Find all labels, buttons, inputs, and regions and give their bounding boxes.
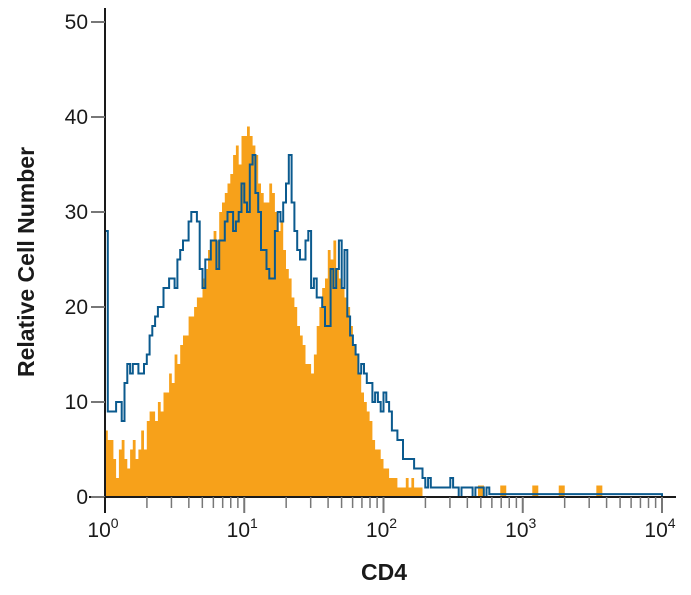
sparse-event-bar	[532, 485, 539, 497]
y-tick-label: 30	[65, 201, 88, 224]
x-tick-label: 104	[644, 515, 675, 542]
sparse-event-bar	[477, 485, 484, 497]
isotype-control-histogram	[104, 154, 663, 498]
sparse-event-bar	[500, 485, 507, 497]
y-axis-ticks: 0 10 20 30 40 50	[65, 11, 105, 509]
control-histogram-outline	[104, 154, 663, 498]
x-tick-label: 102	[366, 515, 397, 542]
x-axis-title: CD4	[361, 559, 407, 585]
stained-histogram-area	[105, 126, 431, 497]
y-tick-label: 10	[65, 391, 88, 414]
cd4-stained-histogram	[105, 126, 603, 497]
sparse-event-bar	[558, 485, 565, 497]
y-tick-label: 40	[65, 106, 88, 129]
y-tick-label: 50	[65, 11, 88, 34]
y-tick-label: 20	[65, 296, 88, 319]
y-axis-title: Relative Cell Number	[13, 147, 39, 377]
x-axis-ticks: 100 101 102 103 104	[87, 497, 676, 542]
x-tick-label: 101	[227, 515, 258, 542]
x-tick-label: 103	[505, 515, 536, 542]
y-tick-label: 0	[76, 486, 88, 509]
x-tick-label: 100	[87, 515, 118, 542]
sparse-event-bar	[596, 485, 603, 497]
